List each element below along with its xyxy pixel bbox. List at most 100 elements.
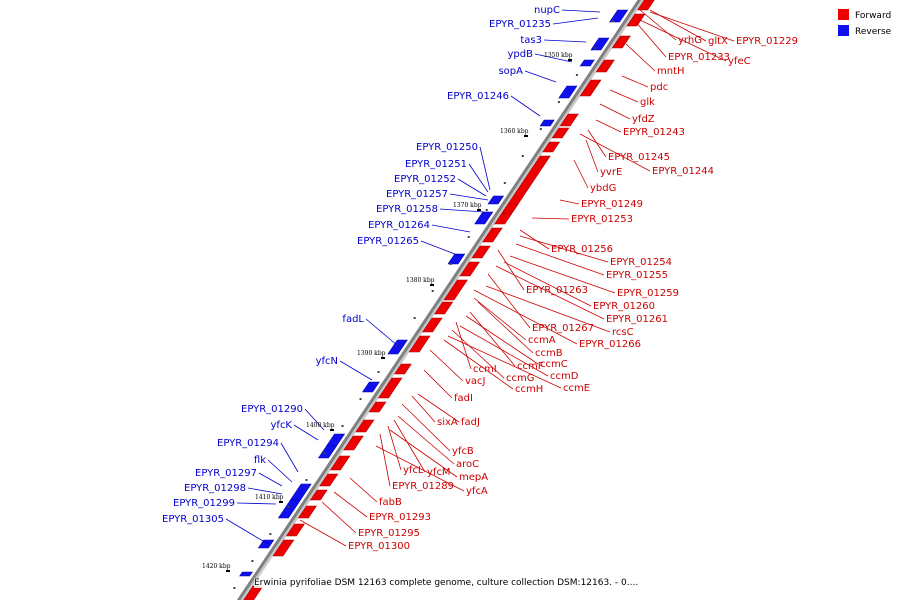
leader-epyr-01293 — [333, 491, 368, 518]
gene-label-ccme: ccmE — [563, 383, 590, 394]
minor-mark — [431, 290, 434, 292]
leader-fadl — [365, 318, 399, 347]
leader-epyr-01261 — [495, 265, 605, 320]
gene-label-epyr-01297: EPYR_01297 — [195, 468, 257, 479]
tick-mark-7 — [226, 570, 230, 572]
leader-epyr-01258 — [439, 208, 485, 213]
forward-gene-block-28 — [272, 539, 295, 557]
minor-mark — [557, 101, 560, 103]
forward-gene-block-3 — [595, 59, 615, 73]
gene-label-tas3: tas3 — [520, 35, 542, 46]
forward-gene-block-4 — [579, 79, 602, 97]
gene-label-epyr-01293: EPYR_01293 — [369, 512, 431, 523]
forward-gene-block-22 — [343, 435, 364, 451]
gene-label-epyr-01305: EPYR_01305 — [162, 514, 224, 525]
leader-epyr-01290 — [304, 408, 325, 431]
leader-epyr-01254 — [519, 235, 609, 263]
leader-tas3 — [543, 39, 587, 43]
leader-epyr-01266 — [473, 289, 578, 345]
gene-label-ccmg: ccmG — [506, 373, 535, 384]
leader-nupc — [561, 9, 601, 13]
leader-epyr-01295 — [321, 501, 357, 534]
minor-mark — [341, 425, 344, 427]
leader-fadi — [423, 369, 453, 399]
scale-ticks: 1350 kbp 1360 kbp 1370 kbp 1380 kbp 1390 kbp… — [202, 52, 573, 572]
gene-label-ccmb: ccmB — [535, 348, 563, 359]
forward-gene-block-0 — [637, 0, 655, 11]
minor-mark — [611, 20, 614, 22]
leader-epyr-01243 — [595, 119, 622, 133]
leader-epyr-01264 — [431, 224, 471, 233]
leader-yfcm — [393, 419, 426, 473]
leader-yfcl — [387, 425, 402, 471]
forward-gene-block-10 — [494, 213, 512, 225]
gene-label-rcsc: rcsC — [612, 327, 634, 338]
gene-label-epyr-01263: EPYR_01263 — [526, 285, 588, 296]
tick-label-1: 1360 kbp — [500, 128, 529, 135]
minor-mark — [485, 209, 488, 211]
gene-label-fabb: fabB — [379, 497, 402, 508]
leader-epyr-01246 — [510, 95, 541, 117]
leader-rcsc — [485, 285, 611, 333]
reverse-gene-block-3 — [558, 85, 578, 99]
forward-gene-block-19 — [377, 377, 403, 399]
reverse-gene-block-15 — [239, 571, 253, 577]
backbone-line — [236, 0, 642, 600]
tick-label-7: 1420 kbp — [202, 563, 231, 570]
leader-yfca — [375, 445, 465, 492]
forward-gene-block-18 — [394, 363, 412, 375]
tick-label-2: 1370 kbp — [453, 202, 482, 209]
leader-ccmd — [459, 325, 549, 377]
minor-mark — [251, 560, 254, 562]
gene-label-yvre: yvrE — [600, 167, 622, 178]
gene-label-epyr-01261: EPYR_01261 — [606, 314, 668, 325]
gene-label-epyr-01258: EPYR_01258 — [376, 204, 438, 215]
minor-mark — [575, 74, 578, 76]
gene-label-epyr-01300: EPYR_01300 — [348, 541, 410, 552]
leader-yfcb — [401, 403, 451, 452]
leader-epyr-01298 — [247, 487, 283, 495]
gene-label-fadi: fadI — [454, 393, 473, 404]
leader-yfec — [639, 19, 727, 62]
gene-label-epyr-01266: EPYR_01266 — [579, 339, 641, 350]
forward-gene-block-27 — [285, 523, 305, 537]
gene-label-epyr-01260: EPYR_01260 — [593, 301, 655, 312]
gene-label-epyr-01290: EPYR_01290 — [241, 404, 303, 415]
leader-epyr-01233 — [633, 19, 667, 58]
tick-label-5: 1400 kbp — [306, 422, 335, 429]
reverse-gene-block-8 — [387, 339, 408, 355]
gene-label-yfcb: yfcB — [452, 446, 474, 457]
tick-mark-6 — [279, 501, 283, 503]
leader-vacj — [429, 349, 464, 382]
gene-label-epyr-01257: EPYR_01257 — [386, 189, 448, 200]
leader-ccmf — [469, 311, 516, 367]
leader-ccmb — [477, 301, 534, 354]
gene-label-epyr-01295: EPYR_01295 — [358, 528, 420, 539]
gene-label-epyr-01289: EPYR_01289 — [392, 481, 454, 492]
gene-label-nupc: nupC — [534, 5, 560, 16]
legend-forward-swatch — [838, 9, 849, 20]
tick-mark-1 — [524, 135, 528, 137]
leader-mnth — [625, 43, 656, 72]
forward-gene-block-9 — [502, 203, 519, 213]
gene-label-flk: flk — [254, 455, 266, 466]
gene-label-yfec: yfeC — [728, 56, 751, 67]
leader-epyr-01256 — [519, 229, 550, 250]
leader-epyr-01299 — [236, 502, 277, 505]
gene-label-epyr-01299: EPYR_01299 — [173, 498, 235, 509]
leader-epyr-01250 — [479, 146, 491, 191]
leader-fabb — [349, 477, 378, 503]
leader-epyr-01257 — [449, 193, 489, 201]
reverse-gene-block-11 — [317, 445, 338, 459]
gene-label-epyr-01294: EPYR_01294 — [217, 438, 279, 449]
forward-gene-block-6 — [551, 127, 570, 139]
gene-label-epyr-01256: EPYR_01256 — [551, 244, 613, 255]
forward-gene-block-14 — [443, 279, 468, 301]
leader-yfck — [293, 424, 319, 441]
reverse-gene-block-5 — [487, 195, 505, 205]
forward-gene-block-11 — [482, 227, 503, 243]
tick-mark-5 — [330, 429, 334, 431]
forward-gene-block-26 — [297, 505, 318, 519]
leader-aroc — [397, 415, 455, 465]
gene-label-yfcm: yfcM — [427, 467, 451, 478]
